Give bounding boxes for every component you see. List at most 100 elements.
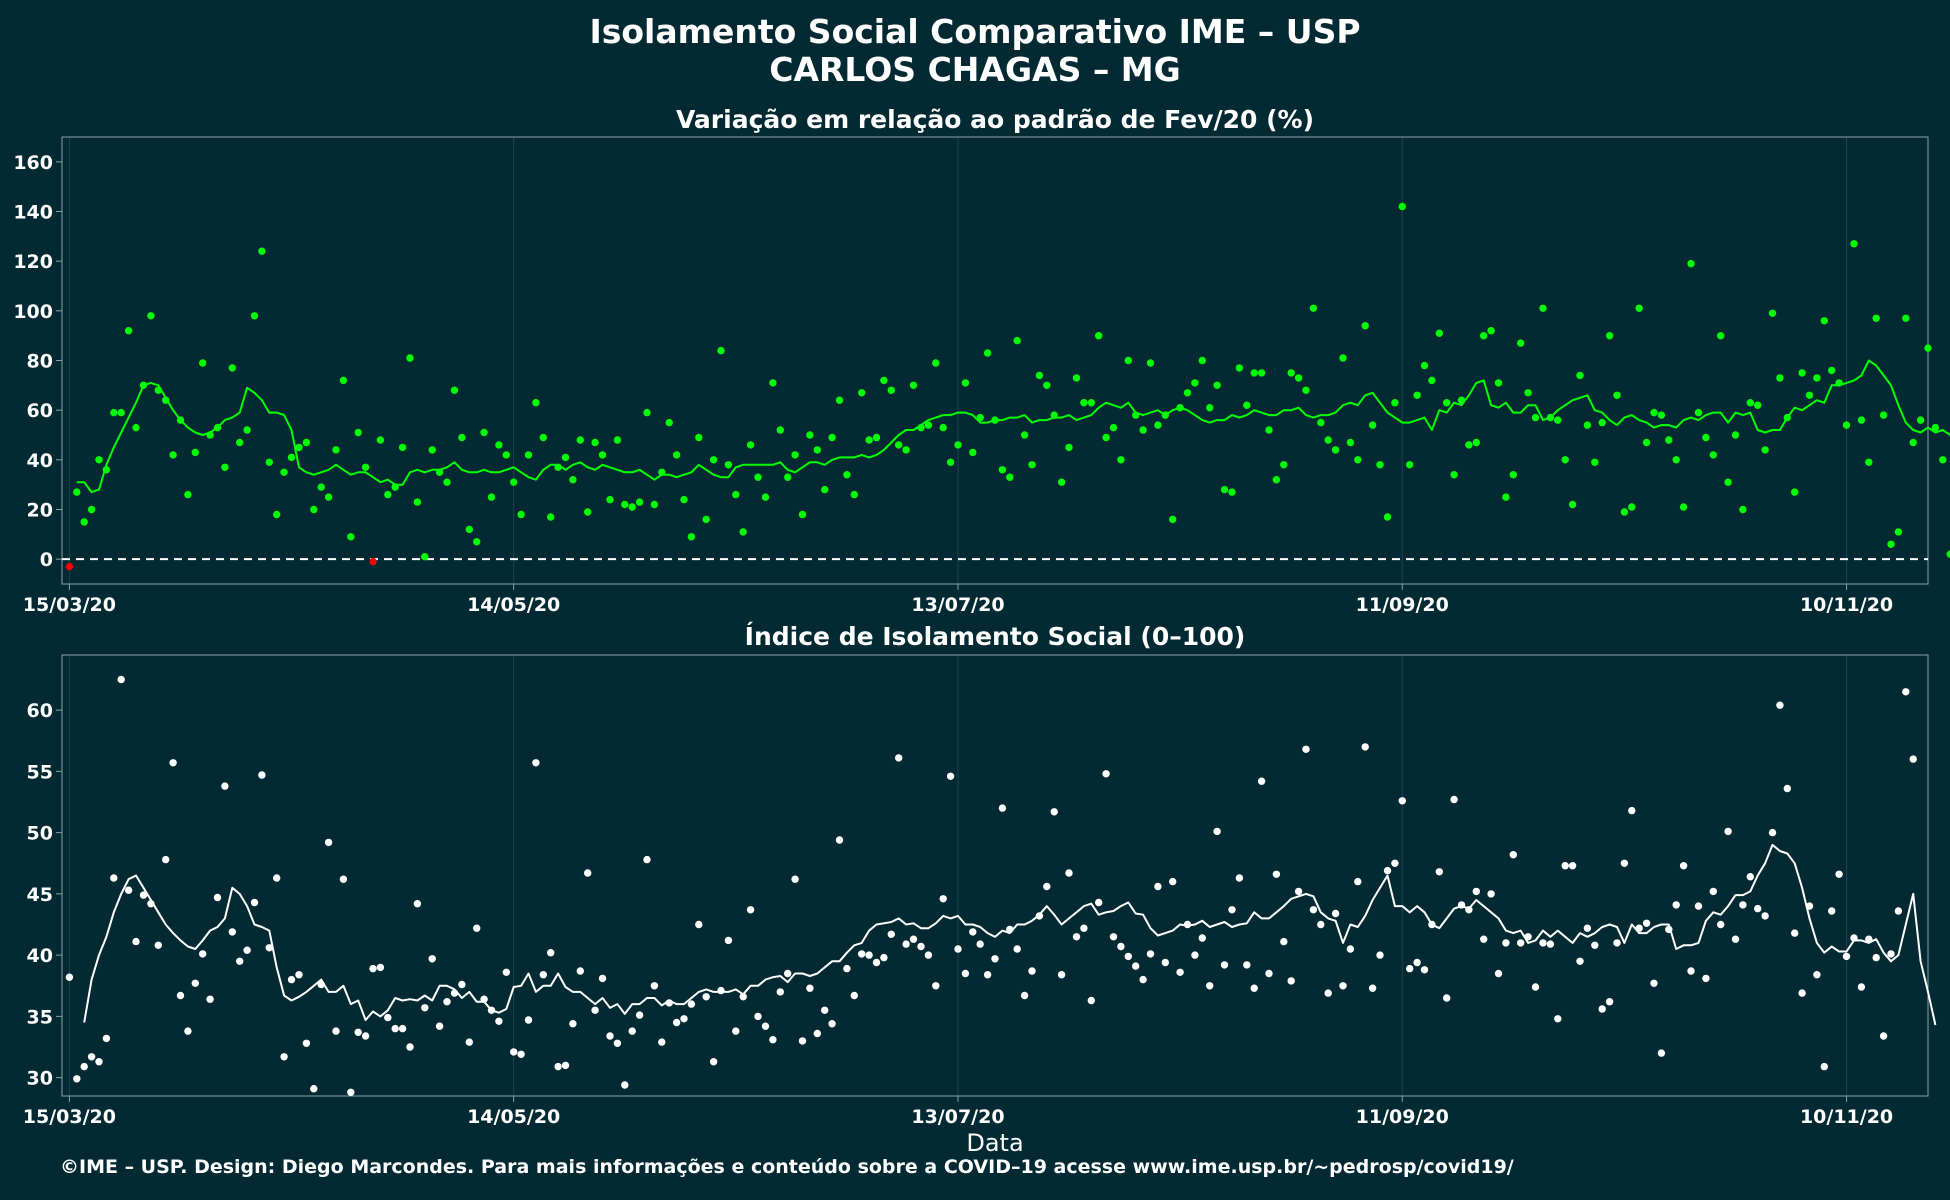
index-chart-data-point <box>1435 868 1444 876</box>
index-chart-data-point <box>1531 983 1540 991</box>
index-chart-data-point <box>954 945 962 953</box>
variation-chart-data-point <box>1731 431 1740 439</box>
index-chart-data-point <box>110 874 118 882</box>
variation-chart-data-point <box>1465 441 1473 449</box>
variation-chart-data-point <box>680 495 688 504</box>
variation-chart-data-point <box>1502 493 1510 501</box>
variation-chart-data-point <box>969 448 977 457</box>
variation-chart-data-point <box>909 381 918 389</box>
index-chart-y-tick-label: 55 <box>27 761 53 783</box>
index-chart-data-point <box>1324 989 1332 997</box>
index-chart-data-point <box>1554 1015 1562 1023</box>
index-chart-data-point <box>1657 1049 1666 1057</box>
variation-chart-data-point <box>1220 485 1229 494</box>
variation-chart-data-point <box>1702 433 1710 442</box>
variation-chart-data-point <box>1576 371 1584 380</box>
variation-chart-data-point <box>1257 369 1266 377</box>
variation-chart-data-point <box>354 428 362 437</box>
index-chart-data-point <box>176 991 185 1000</box>
variation-chart-data-point <box>739 528 747 536</box>
variation-chart-data-point <box>954 441 962 449</box>
variation-chart-data-point <box>687 533 696 541</box>
index-chart-data-point <box>398 1024 407 1033</box>
variation-chart-data-point <box>443 478 451 486</box>
variation-chart-data-point <box>332 446 340 454</box>
variation-chart-moving-average-line <box>76 359 1950 494</box>
index-chart-data-point <box>591 1006 599 1014</box>
variation-chart-data-point <box>932 359 940 367</box>
index-chart-data-point <box>880 953 888 962</box>
variation-chart-data-point <box>821 485 829 494</box>
variation-chart-data-point <box>1443 399 1451 407</box>
index-chart-data-point <box>554 1062 562 1071</box>
index-chart-data-point <box>1294 887 1303 896</box>
index-chart-data-point <box>909 935 918 943</box>
index-chart-data-point <box>1050 808 1058 816</box>
index-chart-data-point <box>287 975 296 984</box>
index-chart-data-point <box>1724 827 1732 836</box>
variation-chart-data-point <box>495 441 503 449</box>
variation-chart-data-point <box>1406 461 1414 469</box>
index-chart-data-point <box>1642 919 1651 927</box>
variation-chart-data-point <box>465 525 473 534</box>
index-chart-data-point <box>1828 907 1836 915</box>
index-chart-data-point <box>124 886 133 894</box>
index-chart-data-point <box>813 1029 821 1038</box>
variation-chart-data-point <box>1776 374 1784 382</box>
variation-chart-y-tick-label: 140 <box>13 202 53 224</box>
index-chart-data-point <box>695 920 703 929</box>
variation-chart-y-tick-label: 160 <box>13 152 53 174</box>
index-chart-data-point <box>1739 901 1747 909</box>
credits-footer: ©IME – USP. Design: Diego Marcondes. Par… <box>60 1156 1514 1178</box>
index-chart-data-point <box>1568 862 1577 870</box>
variation-chart-data-point <box>769 379 777 387</box>
variation-chart-data-point <box>1346 438 1355 447</box>
variation-chart-data-point <box>887 386 895 394</box>
index-chart-data-point <box>791 875 799 883</box>
index-chart-data-point <box>1591 941 1599 949</box>
index-chart-data-point <box>443 998 451 1006</box>
index-chart-data-point <box>369 964 377 973</box>
variation-chart-data-point <box>458 433 466 442</box>
variation-chart-data-point <box>1087 399 1096 407</box>
variation-chart-data-point <box>1413 391 1421 399</box>
index-chart-data-point <box>828 1020 836 1028</box>
index-chart-data-point <box>776 988 784 996</box>
index-chart-data-point <box>1376 951 1384 959</box>
index-chart-data-point <box>1628 806 1636 815</box>
variation-chart-data-point <box>191 448 199 457</box>
index-chart-data-point <box>1450 795 1458 804</box>
variation-chart-data-point <box>184 490 192 499</box>
variation-chart-data-point <box>1620 508 1629 516</box>
variation-chart-data-point <box>902 446 910 454</box>
index-chart-data-point <box>1887 950 1895 958</box>
index-chart-data-point <box>739 993 747 1001</box>
variation-chart-data-point <box>1754 401 1762 409</box>
variation-chart-data-point <box>1531 413 1540 422</box>
index-chart-data-point <box>1287 977 1295 985</box>
variation-chart-data-point <box>1368 421 1377 429</box>
variation-chart-data-point <box>1916 416 1925 424</box>
variation-chart-data-point <box>147 312 155 320</box>
index-chart-data-point <box>650 982 659 990</box>
variation-chart-y-tick-label: 120 <box>13 251 53 273</box>
index-chart-data-point <box>658 1038 666 1046</box>
variation-chart-data-point <box>510 478 518 486</box>
variation-chart-data-point <box>317 483 325 491</box>
index-chart-data-point <box>1480 935 1488 943</box>
variation-chart-data-point <box>532 399 540 407</box>
variation-chart-data-point <box>1709 451 1718 459</box>
index-chart-data-point <box>961 969 970 978</box>
variation-chart-data-point <box>324 493 333 501</box>
variation-chart-data-point <box>1739 505 1747 514</box>
index-chart-data-point <box>1583 924 1592 932</box>
index-chart-x-tick-label: 15/03/20 <box>23 1106 116 1128</box>
index-chart-data-point <box>1413 958 1421 967</box>
index-chart-data-point <box>1857 983 1866 991</box>
index-chart-data-point <box>228 928 236 936</box>
variation-chart-data-point <box>1768 309 1777 317</box>
index-chart-data-point <box>139 891 148 899</box>
index-chart-data-point <box>421 1004 429 1012</box>
index-chart-data-point <box>1346 945 1355 953</box>
